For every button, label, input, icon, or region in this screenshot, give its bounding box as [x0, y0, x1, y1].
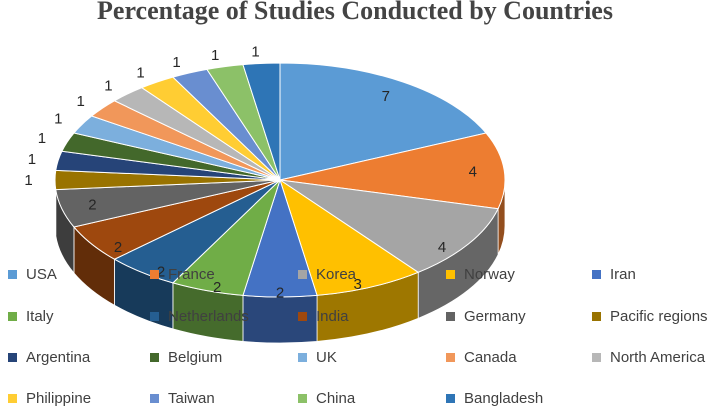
- data-label-north-america: 1: [104, 77, 112, 94]
- data-label-iran: 2: [276, 285, 284, 302]
- legend-item-germany: Germany: [446, 306, 526, 326]
- pie-slice-bangladesh: [242, 62, 281, 181]
- data-label-norway: 3: [354, 276, 362, 293]
- legend-label: Netherlands: [168, 307, 249, 325]
- data-label-usa: 7: [382, 88, 390, 105]
- legend-swatch: [8, 393, 17, 403]
- legend-swatch: [298, 352, 307, 362]
- data-label-germany: 2: [88, 197, 96, 214]
- legend-swatch: [8, 352, 17, 362]
- data-label-belgium: 1: [38, 130, 46, 147]
- pie-slice-usa: [279, 62, 487, 181]
- data-label-netherlands: 2: [157, 263, 165, 280]
- legend-swatch: [446, 352, 455, 362]
- pie-slice-norway: [279, 178, 420, 296]
- legend-swatch: [150, 311, 159, 321]
- legend-swatch: [150, 393, 159, 403]
- legend-item-philippine: Philippine: [8, 388, 91, 408]
- legend-label: China: [316, 389, 356, 407]
- pie-slice-france: [279, 132, 506, 210]
- legend-label: Canada: [464, 348, 517, 366]
- legend-label: Bangladesh: [464, 389, 544, 407]
- legend-label: Pacific regions: [610, 307, 708, 325]
- data-label-china: 1: [211, 47, 219, 64]
- legend-swatch: [446, 393, 455, 403]
- legend-label: Belgium: [168, 348, 223, 366]
- data-label-france: 4: [469, 164, 477, 181]
- data-label-philippine: 1: [136, 64, 144, 81]
- data-label-italy: 2: [213, 279, 221, 296]
- legend-item-canada: Canada: [446, 347, 517, 367]
- legend-swatch: [8, 311, 17, 321]
- legend-item-usa: USA: [8, 264, 57, 284]
- legend-item-korea: Korea: [298, 264, 356, 284]
- legend-swatch: [8, 269, 17, 279]
- legend-label: USA: [26, 265, 57, 283]
- legend-item-italy: Italy: [8, 306, 54, 326]
- legend-swatch: [298, 311, 307, 321]
- legend-item-iran: Iran: [592, 264, 636, 284]
- pie-slice-korea: [279, 179, 499, 273]
- data-label-pacific-regions: 1: [24, 172, 32, 189]
- data-label-india: 2: [114, 239, 122, 256]
- legend-item-uk: UK: [298, 347, 337, 367]
- legend-item-belgium: Belgium: [150, 347, 222, 367]
- data-label-korea: 4: [438, 239, 446, 256]
- legend-item-bangladesh: Bangladesh: [446, 388, 543, 408]
- legend-item-china: China: [298, 388, 355, 408]
- legend-label: UK: [316, 348, 337, 366]
- legend-label: Italy: [26, 307, 54, 325]
- legend-swatch: [446, 311, 455, 321]
- legend-item-norway: Norway: [446, 264, 515, 284]
- legend-swatch: [150, 269, 159, 279]
- legend-swatch: [592, 352, 601, 362]
- legend-item-netherlands: Netherlands: [150, 306, 249, 326]
- legend-label: North America: [610, 348, 706, 366]
- legend-item-argentina: Argentina: [8, 347, 90, 367]
- legend-label: Philippine: [26, 389, 92, 407]
- legend-label: Argentina: [26, 348, 91, 366]
- legend-label: Korea: [316, 265, 357, 283]
- data-label-uk: 1: [54, 111, 62, 128]
- data-label-taiwan: 1: [172, 54, 180, 71]
- legend-swatch: [298, 393, 307, 403]
- legend-swatch: [592, 311, 601, 321]
- chart-title: Percentage of Studies Conducted by Count…: [97, 0, 613, 25]
- legend-label: Taiwan: [168, 389, 215, 407]
- legend-item-north-america: North America: [592, 347, 705, 367]
- legend-swatch: [150, 352, 159, 362]
- data-label-bangladesh: 1: [251, 44, 259, 61]
- legend-item-india: India: [298, 306, 349, 326]
- legend-swatch: [592, 269, 601, 279]
- legend-label: Germany: [464, 307, 526, 325]
- legend-label: Iran: [610, 265, 636, 283]
- legend-label: Norway: [464, 265, 515, 283]
- legend-item-pacific-regions: Pacific regions: [592, 306, 708, 326]
- legend-swatch: [446, 269, 455, 279]
- data-label-canada: 1: [77, 93, 85, 110]
- legend-label: France: [168, 265, 215, 283]
- data-label-argentina: 1: [28, 151, 36, 168]
- legend-item-taiwan: Taiwan: [150, 388, 215, 408]
- legend-item-france: France: [150, 264, 215, 284]
- legend-swatch: [298, 269, 307, 279]
- legend-label: India: [316, 307, 349, 325]
